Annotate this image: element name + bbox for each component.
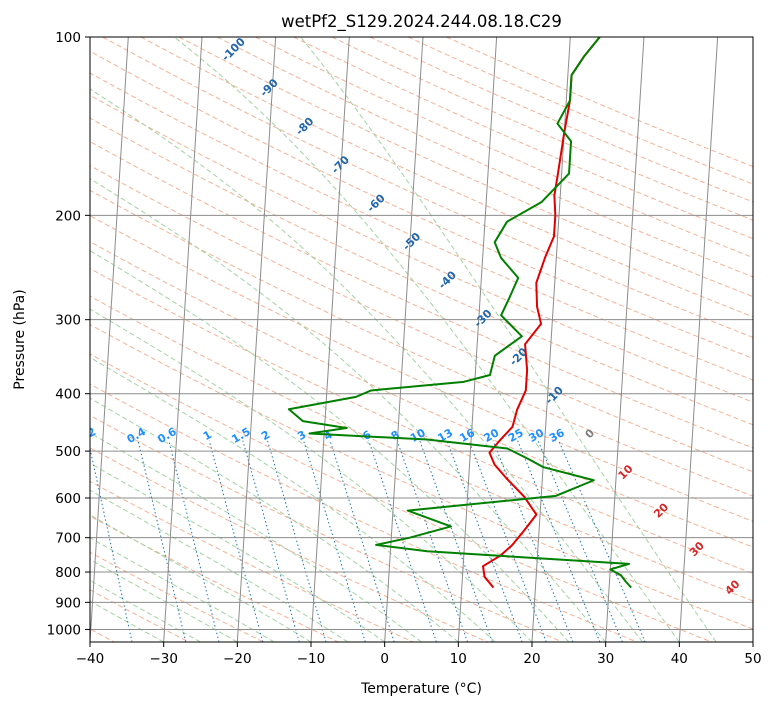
isotherm-line <box>163 37 203 642</box>
y-tick-label: 500 <box>55 444 81 460</box>
moist-adiabat <box>90 558 238 642</box>
y-tick-label: 1000 <box>47 622 81 638</box>
y-tick-label: 100 <box>55 30 81 46</box>
dry-adiabat <box>178 37 753 298</box>
isotherm-line <box>678 37 719 642</box>
y-tick-label: 700 <box>55 531 81 547</box>
chart-title: wetPf2_S129.2024.244.08.18.C29 <box>281 12 562 32</box>
x-tick-label: 0 <box>380 651 389 667</box>
isotherm-line <box>236 37 277 642</box>
x-axis-title: Temperature (°C) <box>360 681 482 697</box>
dry-adiabat <box>90 383 638 642</box>
axis-ticks: −40 −30 −20 −10 0 10 20 30 40 50 100 200 300 400 500 60… <box>47 30 762 667</box>
dry-adiabat <box>331 37 753 221</box>
moist-adiabat <box>90 514 312 642</box>
dry-adiabat <box>90 189 753 497</box>
x-tick-label: −10 <box>297 651 326 667</box>
x-tick-label: −40 <box>76 651 105 667</box>
y-tick-label: 200 <box>55 208 81 224</box>
mixing-ratio-line <box>329 440 395 642</box>
mixing-ratio-line <box>242 440 300 642</box>
moist-adiabat <box>90 432 422 642</box>
mixing-ratio-line <box>303 440 366 642</box>
dry-adiabat <box>90 295 753 602</box>
mixing-ratio-line <box>137 440 187 642</box>
moist-adiabat <box>300 37 717 642</box>
dry-adiabat <box>90 72 753 381</box>
y-tick-label: 600 <box>55 491 81 507</box>
background-lines <box>90 37 753 642</box>
mixing-ratio-line <box>517 440 601 642</box>
y-tick-label: 300 <box>55 313 81 329</box>
x-tick-label: −30 <box>149 651 178 667</box>
x-tick-label: −20 <box>223 651 252 667</box>
moist-adiabat <box>90 397 459 642</box>
mixing-ratio-line <box>368 440 437 642</box>
moist-adiabat <box>90 308 533 642</box>
isotherm-line <box>310 37 350 642</box>
x-tick-label: 30 <box>597 651 614 667</box>
dry-adiabat <box>408 37 753 185</box>
y-tick-label: 800 <box>55 565 81 581</box>
moist-adiabat <box>90 489 349 642</box>
moist-adiabat <box>90 579 201 642</box>
x-tick-label: 40 <box>671 651 688 667</box>
isotherm-line <box>605 37 645 642</box>
moist-adiabat <box>173 37 680 642</box>
dry-adiabat <box>90 94 753 403</box>
dry-adiabat <box>90 267 753 575</box>
isotherm-line <box>90 37 129 642</box>
dewpoint-line <box>287 37 632 589</box>
mixing-ratio-line <box>492 440 574 642</box>
dry-adiabat <box>102 37 753 338</box>
x-tick-label: 20 <box>523 651 540 667</box>
temperature-line <box>482 37 601 589</box>
mixing-ratio-line <box>168 440 220 642</box>
mixing-ratio-line <box>558 440 646 642</box>
dry-adiabat <box>90 480 414 642</box>
mixing-ratio-line <box>537 440 623 642</box>
isotherm-line <box>457 37 498 642</box>
moist-adiabat <box>90 88 643 642</box>
x-tick-label: 10 <box>450 651 467 667</box>
dry-adiabat <box>90 165 753 473</box>
dry-adiabat <box>255 37 753 259</box>
dry-adiabat <box>90 241 753 548</box>
dry-adiabat <box>90 323 753 630</box>
dry-adiabat <box>90 353 712 642</box>
plot-background <box>90 37 753 642</box>
mixing-ratio-line <box>267 440 327 642</box>
dry-adiabat <box>90 447 488 642</box>
x-tick-label: 50 <box>744 651 761 667</box>
dry-adiabat <box>90 50 753 360</box>
mixing-ratio-label: 0.2 <box>75 425 98 446</box>
y-axis-title: Pressure (hPa) <box>12 289 28 389</box>
y-tick-label: 400 <box>55 387 81 403</box>
mixing-ratio-line <box>208 440 264 642</box>
dry-adiabat <box>90 414 563 642</box>
y-tick-label: 900 <box>55 595 81 611</box>
moist-adiabat <box>90 537 275 642</box>
dry-adiabat <box>90 117 753 426</box>
plot-frame <box>89 36 754 643</box>
moist-adiabat <box>90 462 385 642</box>
profiles <box>287 37 632 589</box>
